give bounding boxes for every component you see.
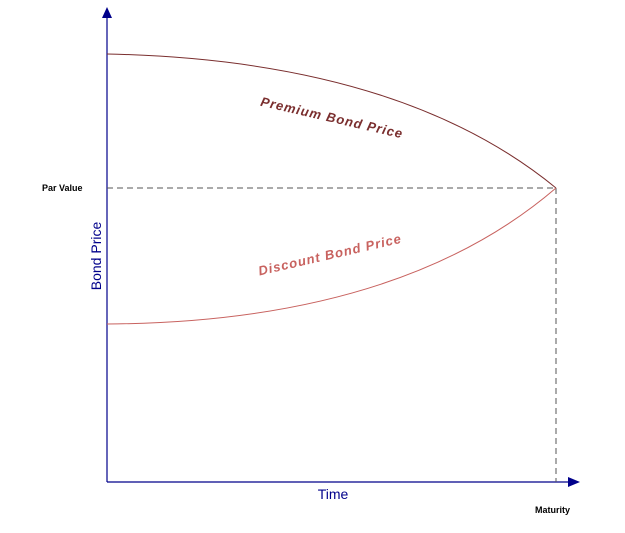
x-axis-arrowhead (568, 477, 580, 487)
x-axis-title: Time (318, 486, 349, 502)
maturity-label: Maturity (535, 505, 570, 515)
y-axis-title: Bond Price (88, 222, 104, 291)
par-value-label: Par Value (42, 183, 83, 193)
y-axis-arrowhead (102, 7, 112, 18)
premium-bond-price-label: Premium Bond Price (259, 94, 405, 141)
discount-bond-price-label: Discount Bond Price (257, 231, 403, 279)
discount-bond-curve (106, 187, 557, 325)
premium-bond-curve (106, 53, 557, 189)
